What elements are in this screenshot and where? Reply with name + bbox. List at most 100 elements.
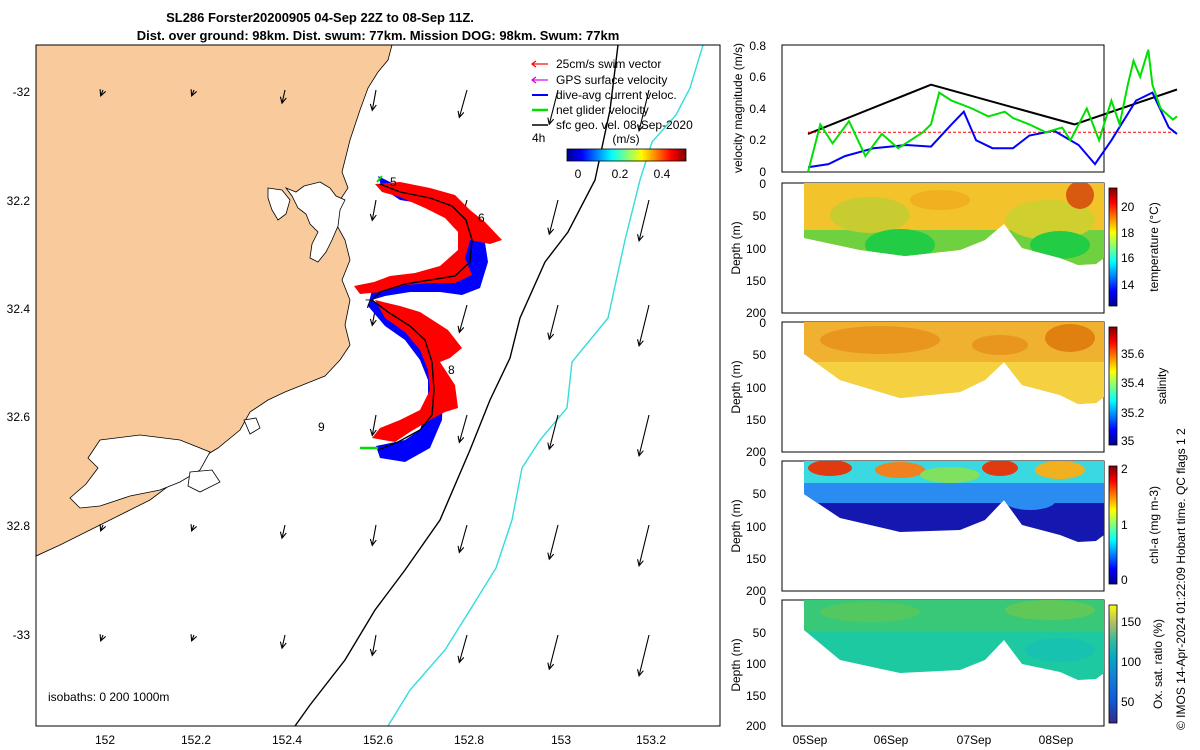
net-glider-velocity [376, 175, 383, 183]
depth-tick: 150 [746, 552, 766, 566]
geo-velocity-arrow [547, 524, 559, 561]
speed-colorbar [566, 148, 687, 162]
time-x-tick: 06Sep [874, 733, 909, 747]
geo-velocity-arrow [279, 524, 287, 540]
geo-velocity-arrow [190, 89, 198, 98]
velocity-series-line [807, 83, 1178, 135]
legend-label: sfc geo. vel. 08-Sep-2020 [556, 118, 693, 132]
map-y-ticks: -32 32.2 32.4 32.6 32.8 -33 [7, 85, 31, 642]
velocity-series-line [807, 49, 1178, 173]
velocity-series-line [807, 91, 1178, 169]
map-x-tick-label: 153 [551, 733, 571, 747]
lagoon [243, 417, 261, 435]
geo-velocity-arrow [99, 524, 107, 533]
cbar-tick: 14 [1121, 278, 1135, 292]
geo-velocity-arrow [637, 199, 650, 242]
land [36, 45, 393, 557]
cbar-tick: 100 [1121, 655, 1141, 669]
cbar-tick: 20 [1121, 200, 1135, 214]
chla-colorbar [1108, 465, 1118, 585]
velocity-ylabel: velocity magnitude (m/s) [731, 43, 745, 173]
depth-tick: 100 [746, 520, 766, 534]
day-label: 7 [365, 297, 372, 311]
title-line-1: SL286 Forster20200905 04-Sep 22Z to 08-S… [166, 10, 474, 25]
credit-text: © IMOS 14-Apr-2024 01:22:09 Hobart time.… [1174, 428, 1188, 730]
profile-ylabel: Depth (m) [729, 499, 743, 552]
map-panel: 5 6 7 8 9 152 152.2 152.4 152.6 152.8 15… [7, 44, 721, 747]
chla-panel: 0 1 2 chl-a (mg m-3) Depth (m) 0 50 100 … [729, 455, 1161, 598]
cbar-label: Ox. sat. ratio (%) [1151, 619, 1165, 709]
map-x-tick-label: 152.8 [454, 733, 484, 747]
geo-velocity-arrow [279, 634, 287, 650]
time-x-tick: 07Sep [957, 733, 992, 747]
glider-track [354, 175, 502, 462]
colorbar-unit: (m/s) [612, 132, 639, 146]
geo-velocity-arrow [457, 304, 468, 334]
map-y-tick-label: 32.8 [7, 519, 31, 533]
geo-velocity-arrow [369, 89, 377, 112]
day-label: 8 [448, 363, 455, 377]
map-frame [35, 44, 721, 727]
geo-velocity-arrow [99, 634, 107, 643]
depth-tick: 0 [759, 594, 766, 608]
vel-y-tick: 0.8 [749, 39, 766, 53]
day-label: 6 [478, 211, 485, 225]
temperature-colorbar [1108, 187, 1118, 307]
geo-velocity-arrow [369, 414, 377, 437]
depth-tick: 50 [753, 348, 767, 362]
profile-ylabel: Depth (m) [729, 360, 743, 413]
cbar-tick: 0 [1121, 573, 1128, 587]
geo-velocity-arrow [637, 89, 650, 132]
cbar-tick: 150 [1121, 615, 1141, 629]
map-x-tick-label: 152.2 [181, 733, 211, 747]
map-x-tick-label: 152.4 [272, 733, 302, 747]
depth-tick: 50 [753, 626, 767, 640]
title-line-2: Dist. over ground: 98km. Dist. swum: 77k… [137, 28, 620, 43]
colorbar-tick: 0 [575, 167, 582, 181]
cbar-label: salinity [1155, 368, 1169, 405]
cbar-tick: 35.6 [1121, 347, 1145, 361]
depth-tick: 100 [746, 242, 766, 256]
legend-label: dive-avg current veloc. [556, 88, 677, 102]
legend-label: 25cm/s swim vector [556, 57, 661, 71]
salinity-panel: 35 35.2 35.4 35.6 salinity Depth (m) 0 5… [729, 316, 1169, 459]
colorbar-tick: 0.2 [612, 167, 629, 181]
legend-label: net glider velocity [556, 103, 649, 117]
profile-panels: 14 16 18 20 temperature (°C) Depth (m) 0… [729, 177, 1169, 747]
geo-velocity-arrow [369, 524, 377, 547]
geo-velocity-arrow [637, 634, 650, 677]
geo-velocity-arrow [457, 524, 468, 554]
geo-velocity-arrow [369, 199, 377, 222]
geo-velocity-arrow [547, 199, 559, 236]
isobath-200m [294, 45, 619, 726]
depth-tick: 50 [753, 487, 767, 501]
velocity-series [807, 49, 1178, 173]
depth-tick: 100 [746, 381, 766, 395]
velocity-axes [781, 44, 1105, 173]
oxygen-colorbar [1108, 604, 1118, 724]
geo-velocity-arrow [547, 89, 559, 126]
depth-tick: 200 [746, 584, 766, 598]
lagoon [69, 434, 211, 509]
vel-y-tick: 0 [759, 165, 766, 179]
geo-velocity-arrow [637, 414, 650, 457]
geo-velocity-arrow [457, 634, 468, 664]
map-y-tick-label: 32.6 [7, 410, 31, 424]
salinity-colorbar [1108, 326, 1118, 446]
vel-y-tick: 0.6 [749, 70, 766, 84]
velocity-panel: 0 0.2 0.4 0.6 0.8 velocity magnitude (m/… [731, 39, 1178, 179]
geo-velocity-arrow [190, 634, 198, 643]
depth-tick: 100 [746, 657, 766, 671]
map-x-tick-label: 152.6 [363, 733, 393, 747]
cbar-label: temperature (°C) [1147, 202, 1161, 292]
time-x-tick: 05Sep [793, 733, 828, 747]
geo-velocity-arrow [369, 634, 377, 657]
cbar-tick: 35.2 [1121, 406, 1145, 420]
geo-velocity-arrow [457, 89, 468, 119]
map-legend: 25cm/s swim vector GPS surface velocity … [531, 57, 693, 181]
oxygen-panel: 50 100 150 Ox. sat. ratio (%) Depth (m) … [729, 594, 1165, 747]
map-y-tick-label: 32.2 [7, 194, 31, 208]
swim-vectors [372, 300, 462, 442]
profile-ylabel: Depth (m) [729, 221, 743, 274]
cbar-tick: 50 [1121, 695, 1135, 709]
